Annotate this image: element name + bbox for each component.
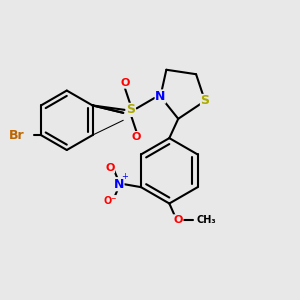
Text: O: O — [132, 132, 141, 142]
Text: S: S — [200, 94, 209, 107]
Text: O: O — [105, 163, 115, 173]
Text: N: N — [155, 90, 166, 103]
Text: O⁻: O⁻ — [103, 196, 116, 206]
Text: Br: Br — [9, 129, 25, 142]
Text: CH₃: CH₃ — [196, 215, 216, 225]
Text: +: + — [121, 172, 128, 181]
Text: O: O — [120, 78, 129, 88]
Text: O: O — [173, 215, 183, 225]
Text: S: S — [126, 103, 135, 116]
Text: N: N — [113, 178, 124, 191]
